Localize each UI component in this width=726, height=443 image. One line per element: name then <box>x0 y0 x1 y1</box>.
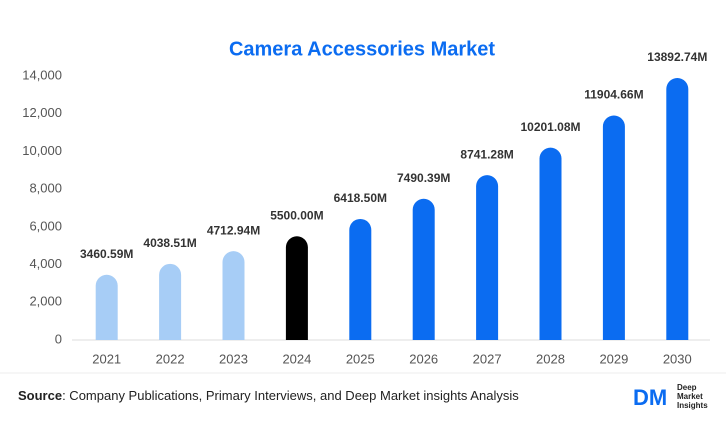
source: Source: Company Publications, Primary In… <box>18 388 519 403</box>
bar <box>666 78 689 340</box>
x-tick-label: 2024 <box>282 351 311 366</box>
bar <box>602 115 625 340</box>
x-tick-label: 2025 <box>346 351 375 366</box>
y-tick-label: 14,000 <box>22 67 62 82</box>
value-label: 4038.51M <box>143 236 196 250</box>
logo-text: Insights <box>677 401 708 410</box>
value-label: 13892.74M <box>647 50 707 64</box>
x-tick-label: 2027 <box>473 351 502 366</box>
x-tick-label: 2022 <box>156 351 185 366</box>
value-label: 8741.28M <box>460 147 513 161</box>
bar <box>222 251 245 340</box>
logo-text: Market <box>677 392 703 401</box>
source-label: Source <box>18 388 62 403</box>
logo-text: Deep <box>677 383 697 392</box>
y-tick-label: 2,000 <box>29 294 62 309</box>
x-tick-label: 2030 <box>663 351 692 366</box>
value-label: 7490.39M <box>397 171 450 185</box>
value-label: 10201.08M <box>520 120 580 134</box>
bar <box>159 263 182 340</box>
value-label: 4712.94M <box>207 223 260 237</box>
chart-title: Camera Accessories Market <box>229 38 495 60</box>
value-label: 3460.59M <box>80 247 133 261</box>
bar <box>412 198 435 340</box>
bar <box>476 175 499 340</box>
bar <box>539 147 562 340</box>
x-tick-label: 2026 <box>409 351 438 366</box>
y-tick-label: 12,000 <box>22 105 62 120</box>
source-text: : Company Publications, Primary Intervie… <box>62 388 519 403</box>
value-label: 6418.50M <box>334 191 387 205</box>
bar <box>285 236 308 340</box>
logo-mark: DM <box>633 385 667 410</box>
y-tick-label: 6,000 <box>29 218 62 233</box>
x-tick-label: 2028 <box>536 351 565 366</box>
value-label: 5500.00M <box>270 208 323 222</box>
x-tick-label: 2029 <box>599 351 628 366</box>
value-label: 11904.66M <box>584 88 643 102</box>
bar <box>95 274 118 340</box>
y-tick-label: 8,000 <box>29 181 62 196</box>
y-tick-label: 10,000 <box>22 143 62 158</box>
bar <box>349 218 372 340</box>
x-tick-label: 2023 <box>219 351 248 366</box>
x-tick-label: 2021 <box>92 351 121 366</box>
y-tick-label: 4,000 <box>29 256 62 271</box>
y-tick-label: 0 <box>55 331 62 346</box>
